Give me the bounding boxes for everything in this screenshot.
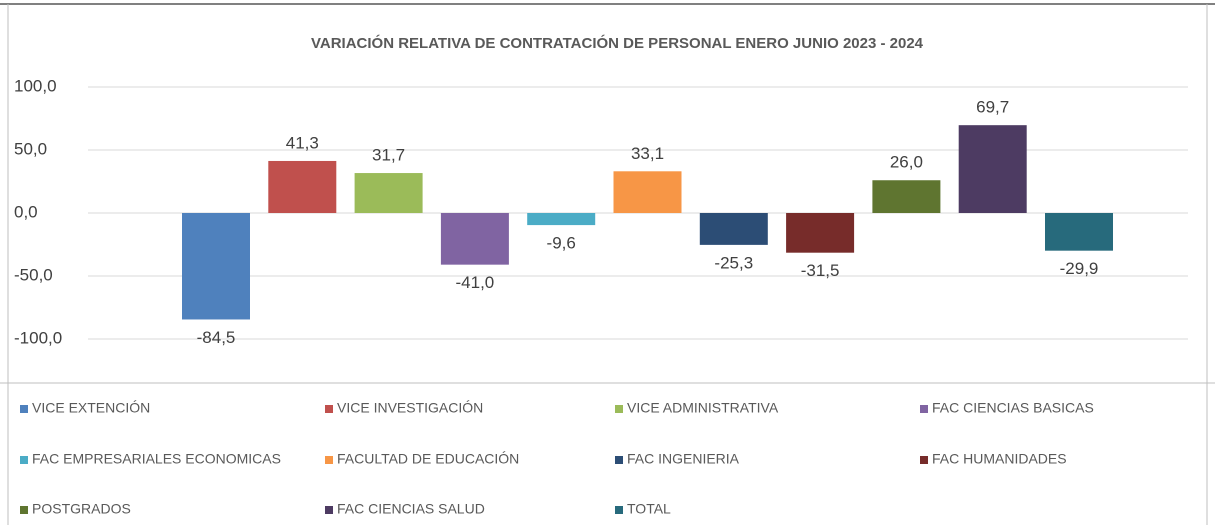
legend-label: FAC EMPRESARIALES ECONOMICAS <box>32 451 281 467</box>
legend-label: TOTAL <box>627 501 671 517</box>
data-label: -31,5 <box>801 261 840 280</box>
legend-swatch <box>20 456 28 464</box>
y-tick-label: 50,0 <box>14 139 47 158</box>
legend-swatch <box>920 405 928 413</box>
bar <box>527 213 596 226</box>
y-tick-label: -50,0 <box>14 265 53 284</box>
legend-label: VICE INVESTIGACIÓN <box>337 400 483 416</box>
bar <box>613 171 682 213</box>
legend-swatch <box>615 506 623 514</box>
data-label: 26,0 <box>890 153 923 172</box>
data-label: -29,9 <box>1060 259 1099 278</box>
data-label: 41,3 <box>286 133 319 152</box>
bar <box>872 180 941 213</box>
bar <box>699 213 768 245</box>
legend-swatch <box>325 456 333 464</box>
legend-label: FAC INGENIERIA <box>627 451 740 467</box>
legend-label: POSTGRADOS <box>32 501 131 517</box>
bar <box>440 213 509 265</box>
legend-swatch <box>20 506 28 514</box>
legend-label: FAC CIENCIAS BASICAS <box>932 400 1094 416</box>
legend-swatch <box>20 405 28 413</box>
data-label: 33,1 <box>631 144 664 163</box>
y-tick-label: 100,0 <box>14 76 57 95</box>
data-label: -25,3 <box>714 253 753 272</box>
legend-swatch <box>615 405 623 413</box>
bar <box>268 160 337 213</box>
data-label: 69,7 <box>976 98 1009 117</box>
legend-swatch <box>920 456 928 464</box>
y-tick-label: 0,0 <box>14 202 38 221</box>
legend-label: VICE EXTENCIÓN <box>32 400 150 416</box>
legend-label: VICE ADMINISTRATIVA <box>627 400 779 416</box>
chart-title: VARIACIÓN RELATIVA DE CONTRATACIÓN DE PE… <box>311 34 924 52</box>
y-tick-label: -100,0 <box>14 328 62 347</box>
legend-label: FAC CIENCIAS SALUD <box>337 501 485 517</box>
bar <box>354 173 423 213</box>
bar <box>182 213 250 320</box>
legend-swatch <box>615 456 623 464</box>
bar <box>1045 213 1113 251</box>
legend-swatch <box>325 405 333 413</box>
legend-swatch <box>325 506 333 514</box>
data-label: -9,6 <box>547 234 576 253</box>
bar <box>958 125 1027 213</box>
legend-label: FAC HUMANIDADES <box>932 451 1067 467</box>
bar <box>786 213 855 253</box>
data-label: -84,5 <box>197 328 236 347</box>
legend-label: FACULTAD DE EDUCACIÓN <box>337 451 519 467</box>
data-label: 31,7 <box>372 146 405 165</box>
data-label: -41,0 <box>456 273 495 292</box>
